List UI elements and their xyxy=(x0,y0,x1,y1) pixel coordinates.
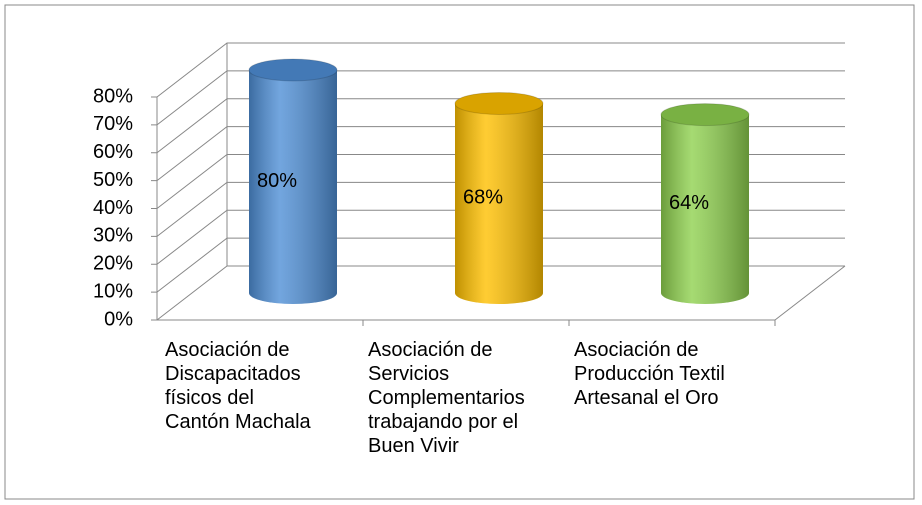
y-tick-label: 10% xyxy=(93,280,133,302)
grid-line xyxy=(156,181,845,237)
bar-shade xyxy=(661,114,749,304)
y-tick-label: 20% xyxy=(93,253,133,275)
grid-line xyxy=(156,209,845,265)
grid-line xyxy=(156,154,845,209)
y-tick-label: 80% xyxy=(93,85,133,107)
x-tick-label: Asociación de Discapacitados físicos del… xyxy=(165,339,311,433)
data-label: 68% xyxy=(463,187,503,209)
floor-right xyxy=(774,265,846,321)
grid-line xyxy=(156,265,845,321)
data-label: 64% xyxy=(669,192,709,214)
y-tick-label: 30% xyxy=(93,225,133,247)
y-tick-label: 0% xyxy=(104,308,133,330)
bar-shade xyxy=(249,70,337,304)
y-tick-label: 60% xyxy=(93,141,133,163)
bar-top-shade xyxy=(249,59,337,81)
data-label: 80% xyxy=(257,170,297,192)
bar-top xyxy=(660,103,750,127)
x-tick-label: Asociación de Producción Textil Artesana… xyxy=(574,339,725,409)
y-tick-label: 70% xyxy=(93,113,133,135)
grid-line xyxy=(156,237,845,293)
bar-top xyxy=(248,58,338,82)
y-tick-label: 50% xyxy=(93,169,133,191)
grid-line xyxy=(156,126,845,182)
bar-top-shade xyxy=(455,92,543,115)
bar-top xyxy=(454,91,544,115)
bar-top-shade xyxy=(661,103,749,126)
grid-line xyxy=(156,70,845,126)
bar xyxy=(248,58,338,304)
bar xyxy=(660,103,750,304)
bar-shade xyxy=(455,103,543,304)
grid-line xyxy=(156,98,845,154)
y-tick-label: 40% xyxy=(93,197,133,219)
bar xyxy=(454,91,544,304)
x-tick-label: Asociación de Servicios Complementarios … xyxy=(368,339,525,457)
grid-line xyxy=(156,42,845,98)
